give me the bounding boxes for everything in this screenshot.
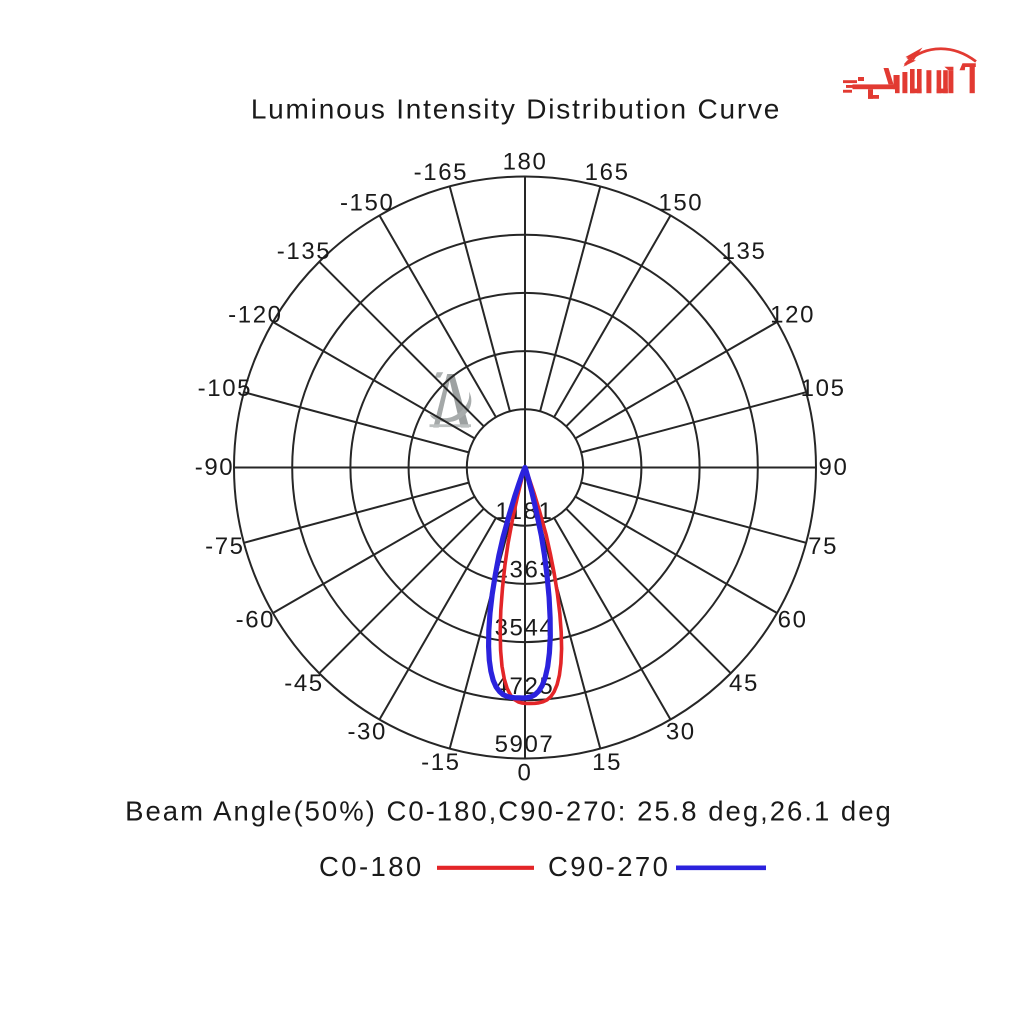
svg-text:-30: -30	[347, 719, 387, 746]
svg-text:15: 15	[592, 749, 622, 776]
svg-text:-90: -90	[195, 454, 235, 481]
svg-text:1181: 1181	[495, 498, 553, 525]
svg-text:-45: -45	[284, 670, 324, 697]
svg-text:-165: -165	[414, 159, 468, 186]
svg-text:120: 120	[770, 301, 815, 328]
svg-text:90: 90	[819, 454, 849, 481]
svg-text:-150: -150	[340, 189, 394, 216]
svg-text:135: 135	[722, 238, 767, 265]
svg-text:-135: -135	[277, 238, 331, 265]
svg-text:30: 30	[666, 719, 696, 746]
svg-text:150: 150	[658, 189, 703, 216]
svg-text:3544: 3544	[495, 615, 555, 642]
svg-text:-15: -15	[421, 749, 461, 776]
svg-text:-75: -75	[205, 533, 245, 560]
svg-text:-120: -120	[228, 301, 282, 328]
svg-text:Luminous Intensity Distributio: Luminous Intensity Distribution Curve	[251, 94, 781, 125]
svg-text:60: 60	[778, 607, 808, 634]
svg-text:-105: -105	[198, 375, 252, 402]
svg-text:0: 0	[518, 760, 533, 787]
svg-text:-60: -60	[236, 607, 276, 634]
svg-text:45: 45	[729, 670, 759, 697]
svg-text:75: 75	[808, 533, 838, 560]
svg-text:C0-180: C0-180	[319, 851, 424, 882]
svg-text:165: 165	[585, 159, 630, 186]
svg-text:5907: 5907	[495, 731, 555, 758]
svg-text:105: 105	[801, 375, 846, 402]
svg-text:C90-270: C90-270	[548, 851, 670, 882]
svg-text:180: 180	[503, 149, 548, 176]
svg-text:Beam Angle(50%) C0-180,C90-270: Beam Angle(50%) C0-180,C90-270: 25.8 deg…	[125, 796, 893, 827]
